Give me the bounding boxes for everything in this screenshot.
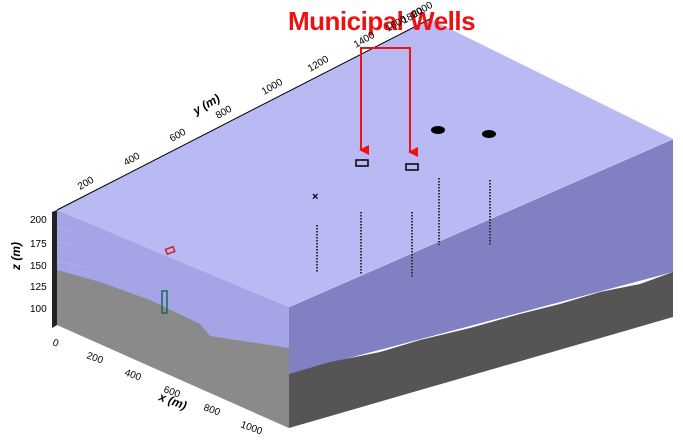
left-edge: [52, 210, 57, 328]
x-tick-label: 800: [202, 402, 222, 418]
x-tick-label: 0: [51, 337, 60, 349]
z-tick-label: 100: [30, 304, 47, 315]
y-tick-label: 600: [168, 127, 188, 145]
z-axis-title: z (m): [9, 242, 23, 271]
z-tick-label: 175: [30, 239, 47, 250]
well-marker-x: ×: [312, 191, 318, 203]
screen-intervals: [316, 178, 491, 278]
x-tick-label: 200: [85, 350, 105, 366]
right-face-ground: [289, 272, 673, 428]
callout-bracket: [360, 47, 411, 150]
right-face: [289, 139, 673, 428]
z-tick-label: 150: [30, 261, 47, 272]
z-tick-label: 125: [30, 282, 47, 293]
well-marker-dark-2: [482, 130, 496, 138]
y-tick-label: 200: [76, 175, 96, 193]
x-tick-label: 400: [123, 367, 143, 383]
municipal-well-2: [405, 163, 419, 171]
z-tick-label: 200: [30, 215, 47, 226]
x-axis-title: x (m): [156, 389, 189, 412]
observation-well-green: [161, 290, 168, 314]
front-face-ground: [57, 270, 289, 428]
x-tick-label: 1000: [239, 419, 264, 437]
callout-lines: [359, 47, 418, 157]
y-tick-label: 1000: [260, 77, 285, 98]
front-face: [57, 210, 289, 428]
callout-title: Municipal Wells: [288, 6, 475, 36]
municipal-well-1: [355, 159, 369, 167]
observation-marker-red: [164, 245, 176, 256]
top-edge-line: [56, 18, 431, 211]
y-tick-label: 400: [122, 151, 142, 169]
z-axis: 200 175 150 125 100 z (m): [9, 215, 47, 315]
well-marker-dark-1: [431, 126, 445, 134]
